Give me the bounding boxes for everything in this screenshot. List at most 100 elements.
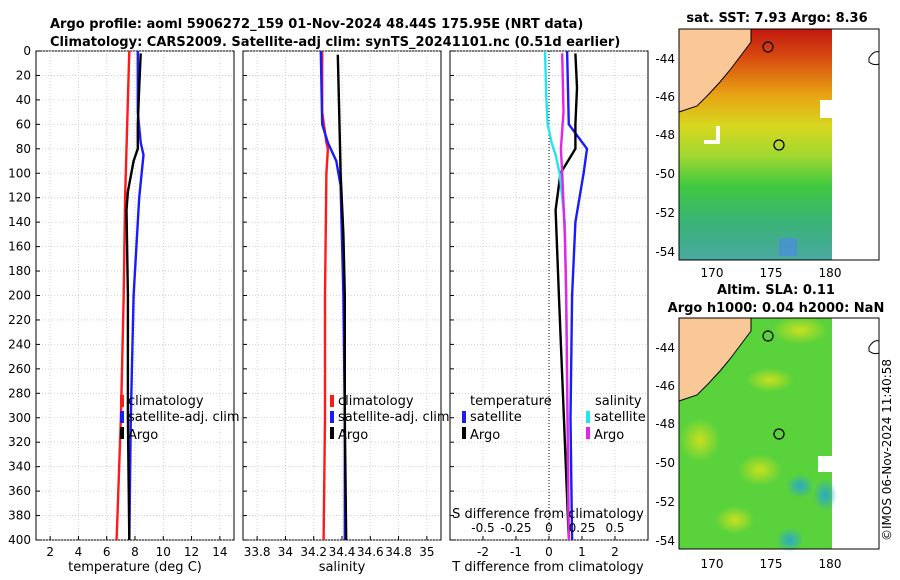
salinity-legend: climatology satellite-adj. clim Argo [330,394,450,443]
sst-lat-ticks: -44 -46 -48 -50 -52 -54 [655,52,675,259]
island-outline [868,340,880,355]
title-line-2: Climatology: CARS2009. Satellite-adj cli… [50,35,620,50]
s-tick-label: 0.5 [605,521,624,535]
chatham-island-outline [762,41,774,53]
x-tick-label: 34.6 [357,545,384,559]
series-line-argo [125,53,142,541]
depth-tick-label: 140 [8,215,31,229]
legend-label-climatology: climatology [128,394,204,409]
lat-tick-label: -54 [655,534,675,548]
difference-panel: -2 -1 0 1 2 -0.5 -0.25 0 0.25 0.5 S difference f… [449,50,649,575]
x-tick-label: 1 [578,545,586,559]
legend-label-argo: Argo [338,428,368,443]
sst-map: sat. SST: 7.93 Argo: 8.36 -44 -46 -48 -5… [655,11,880,280]
legend-swatch-t-satellite [462,411,466,423]
t-difference-xlabel: T difference from climatology [451,560,644,575]
s-tick-label: 0 [545,521,553,535]
s-difference-label: S difference from climatology [452,507,644,522]
title-line-1: Argo profile: aoml 5906272_159 01-Nov-20… [50,17,583,32]
sla-map-title-2: Argo h1000: 0.04 h2000: NaN [668,301,885,316]
depth-tick-label: 0 [23,44,31,58]
lat-tick-label: -50 [655,456,675,470]
temperature-xlabel: temperature (deg C) [68,560,202,575]
lat-tick-label: -46 [655,379,675,393]
lon-tick-label: 175 [760,266,783,280]
x-tick-label: 34.2 [300,545,327,559]
depth-tick-label: 380 [8,509,31,523]
sst-map-frame [678,28,880,261]
sla-anomaly [680,418,720,462]
x-tick-label: 2 [611,545,619,559]
x-tick-label: -1 [510,545,522,559]
difference-grid [450,50,648,541]
depth-tick-label: 20 [16,68,31,82]
x-tick-label: 34.8 [385,545,412,559]
depth-tick-label: 220 [8,313,31,327]
legend-label-argo: Argo [128,428,158,443]
lon-tick-label: 170 [701,557,724,571]
legend-swatch-argo [120,427,124,439]
sla-missing-data [818,456,832,472]
x-tick-label: 4 [75,545,83,559]
x-tick-label: 34.4 [329,545,356,559]
legend-label-climatology: climatology [338,394,414,409]
sla-anomaly [813,479,837,511]
temperature-tick-labels: 2 4 6 8 10 12 14 [46,545,227,559]
temperature-legend: climatology satellite-adj. clim Argo [120,394,240,443]
legend-swatch-argo [330,427,334,439]
sst-missing-data [820,100,832,118]
x-tick-label: 8 [131,545,139,559]
sst-cool-patch [779,238,797,256]
depth-tick-label: 40 [16,93,31,107]
series-line-s-argo [559,53,570,541]
x-tick-label: 0 [545,545,553,559]
x-tick-label: 35 [419,545,434,559]
salinity-xlabel: salinity [319,560,366,575]
lat-tick-label: -46 [655,90,675,104]
depth-tick-label: 300 [8,411,31,425]
sla-map-title-1: Altim. SLA: 0.11 [717,283,835,298]
depth-tick-label: 160 [8,240,31,254]
legend-swatch-climatology [120,395,124,407]
sla-lat-ticks: -44 -46 -48 -50 -52 -54 [655,341,675,548]
depth-tick-label: 400 [8,533,31,547]
x-tick-label: 33.8 [244,545,271,559]
series-line-t-satellite [565,50,589,541]
chatham-island-outline [762,330,774,342]
depth-tick-label: 280 [8,386,31,400]
series-line-argo [336,54,348,541]
sst-missing-data [716,126,720,140]
x-tick-label: 14 [212,545,227,559]
legend-label-t-argo: Argo [470,428,500,443]
legend-swatch-s-argo [586,427,590,439]
sla-map: Altim. SLA: 0.11 Argo h1000: 0.04 h2000:… [655,283,884,571]
lat-tick-label: -48 [655,128,675,142]
s-difference-tick-labels: -0.5 -0.25 0 0.25 0.5 [471,521,624,535]
sla-lon-ticks: 170 175 180 [701,557,842,571]
difference-series [543,50,589,541]
legend-label-satellite-clim: satellite-adj. clim [338,410,450,425]
legend-label-s-argo: Argo [594,428,624,443]
x-tick-label: 6 [103,545,111,559]
s-tick-label: -0.5 [471,521,494,535]
sst-missing-data [704,140,720,144]
lat-tick-label: -50 [655,167,675,181]
x-tick-label: 10 [156,545,171,559]
sla-anomaly [776,528,804,552]
depth-tick-label: 80 [16,142,31,156]
x-tick-label: 12 [184,545,199,559]
legend-label-s-satellite: satellite [594,410,646,425]
sla-anomaly [746,368,794,392]
depth-tick-label: 240 [8,337,31,351]
new-zealand-land [678,28,752,113]
x-tick-label: 34 [278,545,293,559]
lon-tick-label: 180 [819,557,842,571]
legend-label-t-satellite: satellite [470,410,522,425]
lon-tick-label: 175 [760,557,783,571]
lon-tick-label: 180 [819,266,842,280]
legend-swatch-satellite-clim [120,411,124,423]
sla-anomaly [738,454,782,486]
float-position-marker [773,428,785,440]
lat-tick-label: -52 [655,206,675,220]
lat-tick-label: -44 [655,341,675,355]
